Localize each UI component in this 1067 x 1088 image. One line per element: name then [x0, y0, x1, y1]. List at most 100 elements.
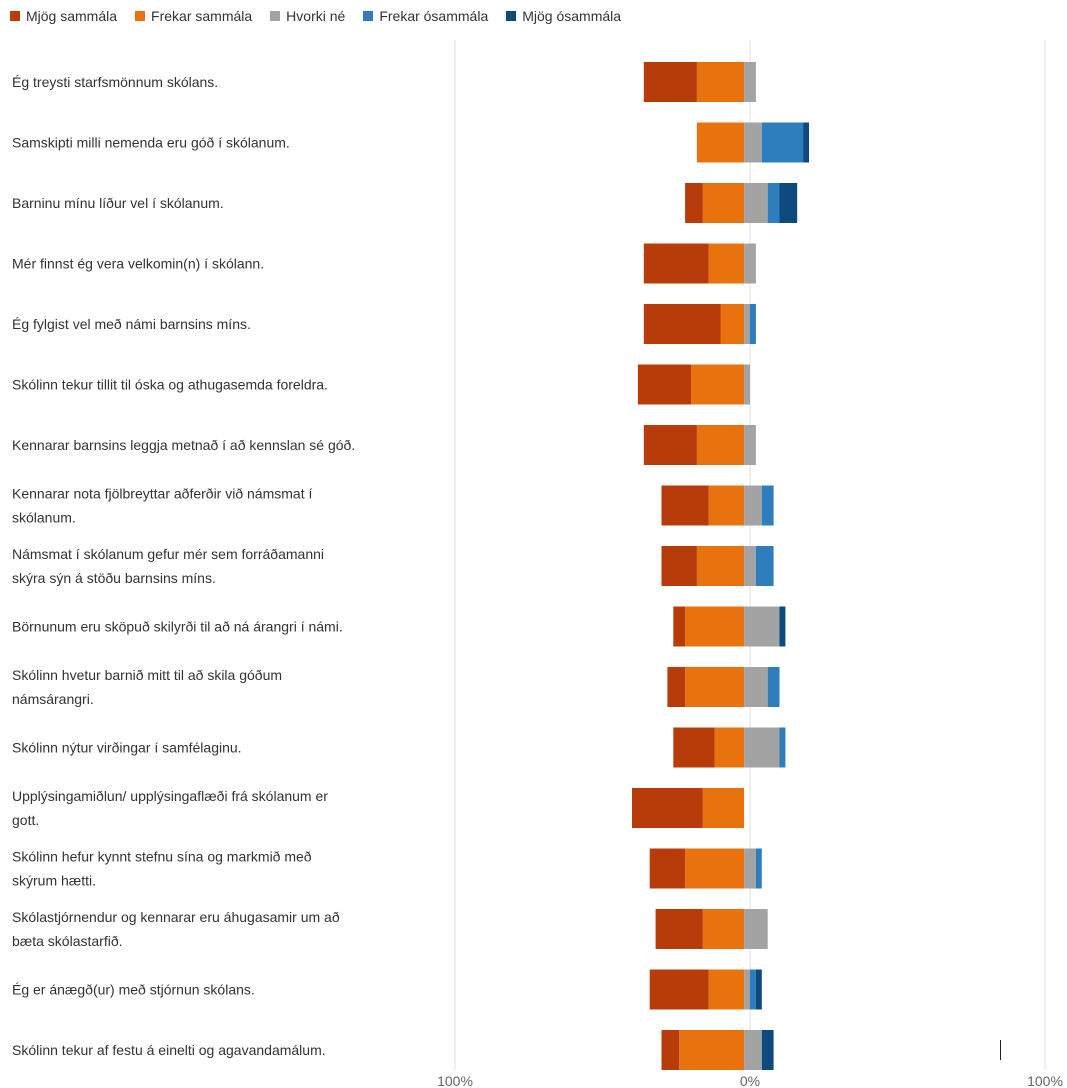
bar-segment: [779, 727, 786, 768]
bar-segment: [744, 1030, 762, 1070]
legend-swatch: [10, 11, 20, 21]
legend-swatch: [363, 11, 374, 21]
legend-swatch: [270, 11, 281, 21]
bar-segment: [744, 727, 780, 768]
legend-label: Frekar sammála: [151, 8, 253, 24]
bar-segment: [685, 667, 745, 707]
category-label: Ég treysti starfsmönnum skólans.: [12, 74, 218, 90]
category-label: Skólinn hefur kynnt stefnu sína og markm…: [12, 849, 312, 865]
bar-segment: [702, 909, 745, 949]
legend-swatch: [506, 11, 517, 21]
bar-segment: [643, 62, 697, 102]
category-label: Upplýsingamiðlun/ upplýsingaflæði frá sk…: [12, 788, 328, 804]
legend-item: Frekar sammála: [135, 8, 252, 24]
bar-segment: [744, 606, 780, 647]
bar-segment: [696, 122, 745, 163]
bar-segment: [673, 727, 715, 768]
category-label: Samskipti milli nemenda eru góð í skólan…: [12, 135, 290, 151]
x-tick-label: 0%: [740, 1073, 760, 1088]
bar-segment: [649, 848, 686, 889]
bar-segment: [702, 788, 745, 828]
bar-segment: [755, 969, 762, 1010]
bar-segment: [714, 727, 745, 768]
x-tick-label: 100%: [437, 1073, 473, 1088]
bar-segment: [744, 546, 756, 586]
category-label: Ég er ánægð(ur) með stjórnun skólans.: [12, 982, 255, 998]
bar-segment: [696, 425, 745, 465]
bar-segment: [696, 62, 745, 102]
category-label: Námsmat í skólanum gefur mér sem forráða…: [12, 546, 324, 562]
bar-segment: [661, 546, 697, 586]
bar-segment: [643, 304, 721, 344]
bar-segment: [685, 606, 745, 647]
category-label: skýrum hætti.: [12, 873, 96, 889]
bar-segment: [744, 667, 768, 707]
bar-segment: [761, 122, 804, 163]
legend-label: Mjög ósammála: [522, 8, 622, 24]
bar-segment: [649, 969, 709, 1010]
bar-segment: [779, 183, 798, 223]
bar-segment: [761, 485, 774, 526]
category-label: námsárangri.: [12, 691, 94, 707]
bar-segment: [661, 485, 709, 526]
category-label: Kennarar nota fjölbreyttar aðferðir við …: [12, 486, 312, 502]
category-label: Barninu mínu líður vel í skólanum.: [12, 195, 224, 211]
category-label: Kennarar barnsins leggja metnað í að ken…: [12, 437, 355, 453]
bar-segment: [744, 969, 750, 1010]
category-label: Skólastjórnendur og kennarar eru áhugasa…: [12, 909, 340, 925]
legend-label: Frekar ósammála: [379, 8, 489, 24]
legend-item: Mjög ósammála: [506, 8, 621, 24]
bar-segment: [661, 1030, 680, 1070]
bar-segment: [744, 122, 762, 163]
bar-segment: [691, 364, 745, 405]
bar-segment: [685, 183, 703, 223]
bar-segment: [750, 304, 756, 344]
legend-item: Mjög sammála: [10, 8, 117, 24]
bar-segment: [767, 667, 780, 707]
bar-segment: [779, 606, 786, 647]
bar-segment: [708, 969, 745, 1010]
category-label: skólanum.: [12, 510, 76, 526]
bar-segment: [643, 425, 697, 465]
bar-segment: [744, 243, 756, 284]
text-cursor: [1000, 1040, 1001, 1060]
bar-segment: [744, 485, 762, 526]
category-label: gott.: [12, 812, 39, 828]
legend-label: Mjög sammála: [26, 8, 118, 24]
bar-segment: [643, 243, 709, 284]
bar-segment: [632, 788, 703, 828]
bar-segment: [673, 606, 686, 647]
bar-segment: [744, 364, 750, 405]
chart-legend: Mjög sammála Frekar sammála Hvorki né Freka…: [10, 8, 621, 24]
bar-segment: [667, 667, 686, 707]
bar-segment: [744, 304, 750, 344]
category-label: Skólinn tekur tillit til óska og athugas…: [12, 377, 328, 393]
bar-segment: [720, 304, 745, 344]
category-label: bæta skólastarfið.: [12, 933, 123, 949]
bar-segment: [744, 909, 768, 949]
bar-segment: [708, 243, 745, 284]
category-label: Ég fylgist vel með námi barnsins míns.: [12, 316, 251, 332]
bar-segment: [767, 183, 780, 223]
bar-segment: [744, 62, 756, 102]
category-label: Mér finnst ég vera velkomin(n) í skólann…: [12, 256, 264, 272]
bar-segment: [755, 546, 774, 586]
bar-segment: [744, 425, 756, 465]
bar-segment: [755, 848, 762, 889]
bar-segment: [702, 183, 745, 223]
bar-segment: [803, 122, 809, 163]
legend-label: Hvorki né: [286, 8, 346, 24]
category-label: skýra sýn á stöðu barnsins míns.: [12, 570, 216, 586]
bar-segment: [696, 546, 745, 586]
bar-segment: [685, 848, 745, 889]
legend-item: Frekar ósammála: [363, 8, 488, 24]
bar-segment: [744, 183, 768, 223]
bar-segment: [708, 485, 745, 526]
legend-swatch: [135, 11, 146, 21]
bar-segment: [750, 969, 756, 1010]
category-label: Skólinn nýtur virðingar í samfélaginu.: [12, 740, 242, 756]
bar-segment: [679, 1030, 745, 1070]
category-label: Börnunum eru sköpuð skilyrði til að ná á…: [12, 619, 343, 635]
bar-segment: [655, 909, 703, 949]
